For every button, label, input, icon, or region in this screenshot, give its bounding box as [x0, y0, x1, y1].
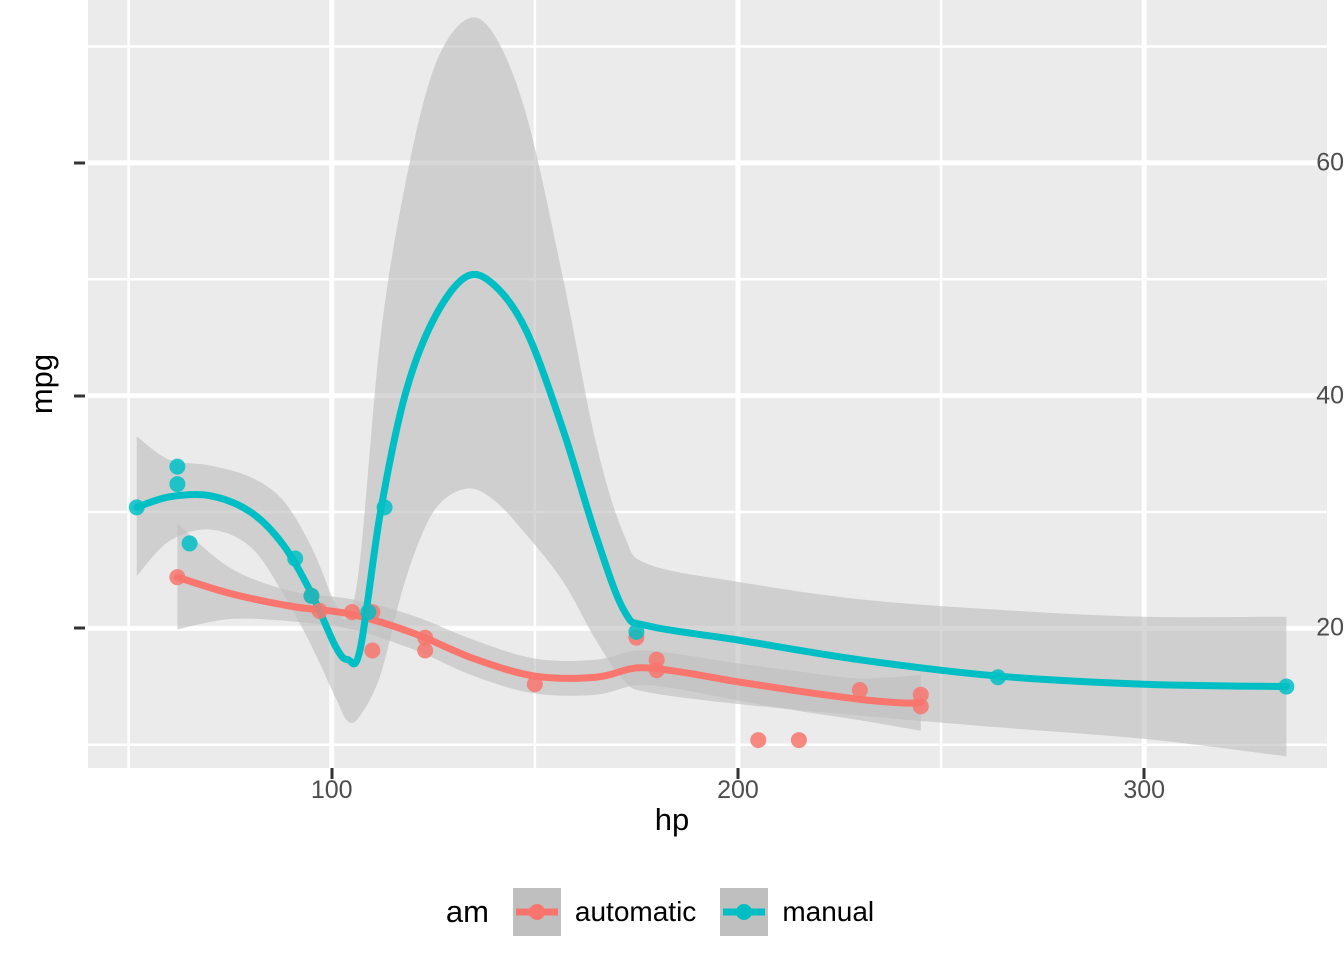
x-tick-mark — [1142, 768, 1146, 779]
data-points — [128, 458, 1295, 749]
legend-item-manual[interactable]: manual — [720, 888, 874, 936]
x-tick-mark — [330, 768, 334, 779]
legend-label-manual: manual — [782, 896, 875, 927]
x-axis-title: hp — [654, 802, 690, 837]
y-tick-label: 40 — [1316, 381, 1344, 410]
y-tick-label: 60 — [1316, 148, 1344, 177]
y-axis-title: mpg — [24, 353, 60, 415]
y-tick-mark — [74, 626, 85, 630]
plot-panel — [88, 0, 1327, 768]
y-tick-mark — [74, 161, 85, 165]
legend-label-automatic: automatic — [574, 896, 697, 927]
legend-item-automatic[interactable]: automatic — [512, 888, 697, 936]
y-tick-label: 20 — [1316, 613, 1344, 642]
x-tick-label: 100 — [310, 776, 353, 804]
legend-title: am — [445, 894, 489, 929]
legend-key-manual — [720, 888, 769, 936]
legend-key-automatic — [512, 888, 561, 936]
y-tick-mark — [74, 394, 85, 398]
plot-canvas — [88, 0, 1327, 768]
legend: am automatic manual — [0, 878, 1344, 946]
x-tick-label: 200 — [717, 776, 759, 804]
confidence-ribbons — [136, 17, 1287, 757]
x-tick-label: 300 — [1123, 776, 1166, 804]
x-tick-mark — [736, 768, 740, 779]
